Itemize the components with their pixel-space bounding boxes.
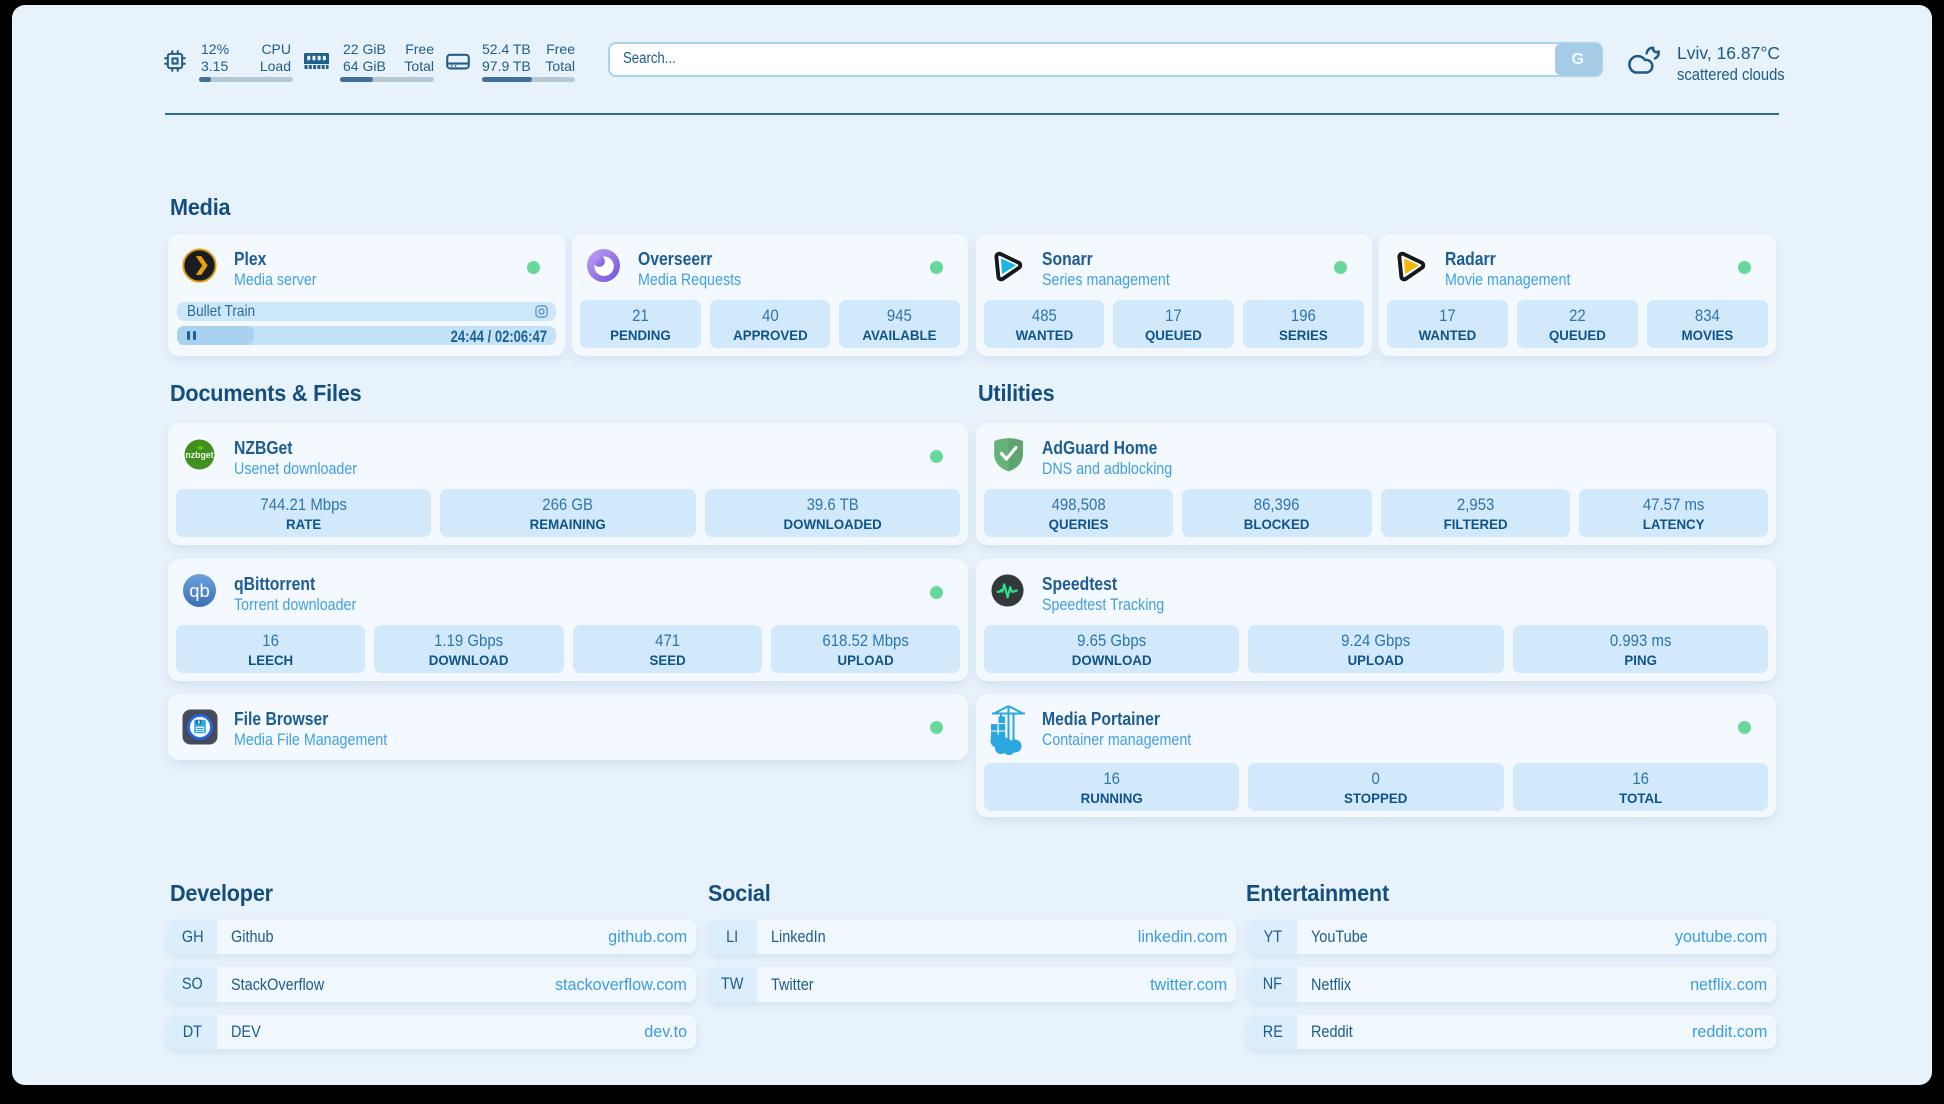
- svg-text:nzbget: nzbget: [185, 450, 213, 460]
- svg-text:qb: qb: [189, 580, 210, 601]
